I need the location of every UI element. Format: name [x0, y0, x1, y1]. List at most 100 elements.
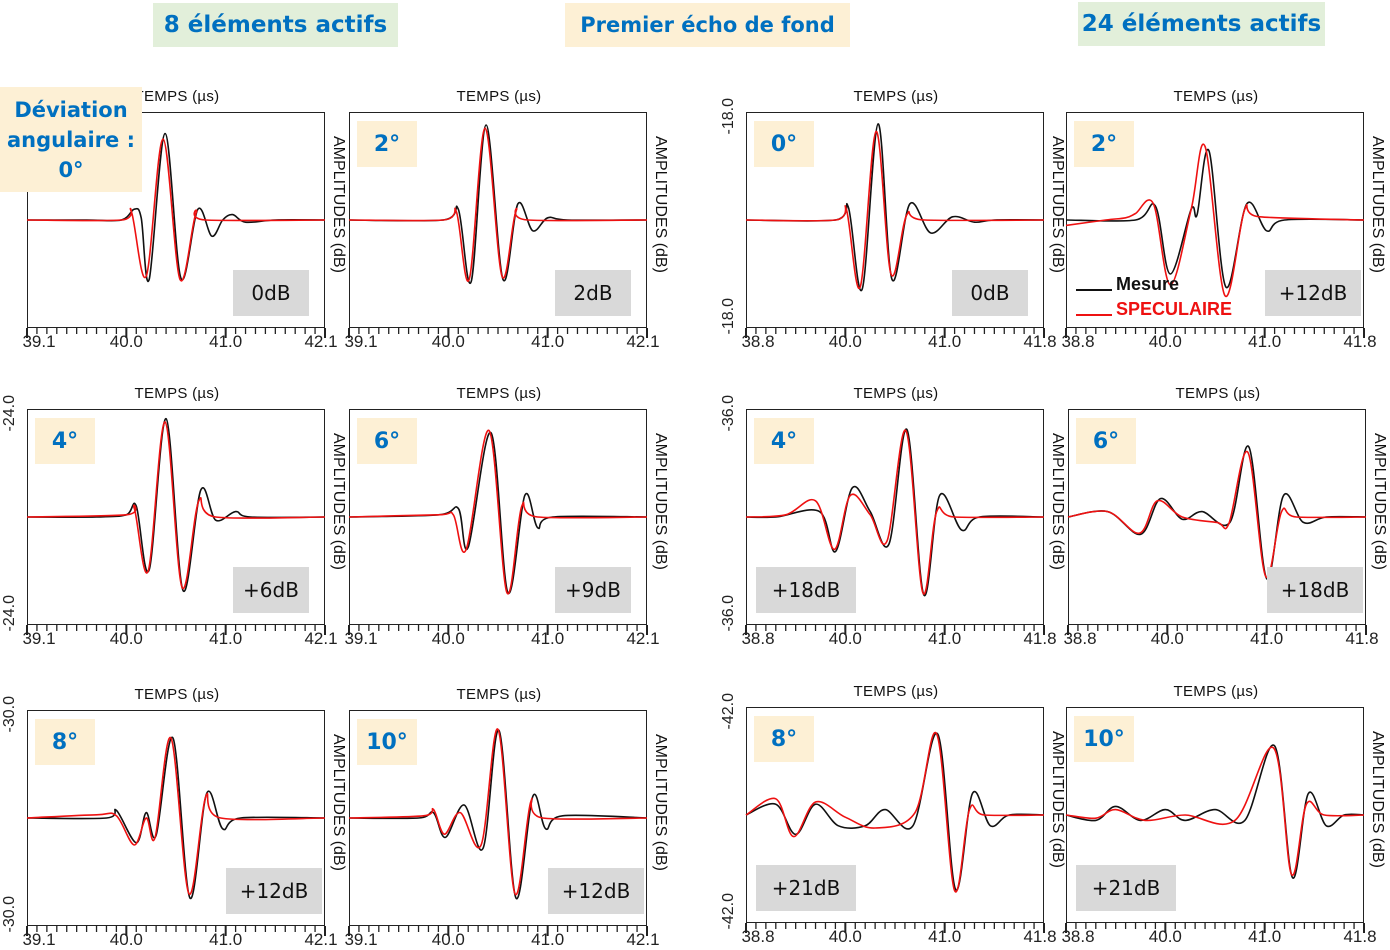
x-tick-label: 42.1 [304, 930, 338, 949]
x-tick-label: 42.1 [626, 930, 660, 949]
gain-label: 0dB [233, 270, 309, 316]
amplitude-axis-title: AMPLITUDES (dB) [1049, 433, 1066, 570]
x-tick-label: 42.1 [304, 332, 338, 351]
time-axis-title: TEMPS (µs) [1175, 385, 1261, 402]
x-tick-label: 41.0 [531, 930, 565, 949]
x-tick-label: 39.1 [22, 930, 56, 949]
series-speculaire-line [348, 127, 648, 282]
gain-label: +18dB [1267, 567, 1363, 613]
time-axis-title: TEMPS (µs) [134, 88, 220, 105]
waveform-plot: TEMPS (µs) AMPLITUDES (dB) 38.8 40.0 41.0 41.… [720, 88, 1066, 351]
waveform-plot: TEMPS (µs) AMPLITUDES (dB) 39.1 40.0 41.0 42.… [1, 686, 347, 949]
series-speculaire-line [1065, 143, 1365, 298]
x-tick-label: 40.0 [431, 930, 465, 949]
amplitude-axis-title: AMPLITUDES (dB) [330, 734, 347, 871]
x-tick-label: 41.0 [209, 332, 243, 351]
x-tick-label: 41.8 [1343, 332, 1377, 351]
time-axis-title: TEMPS (µs) [1173, 683, 1259, 700]
series-speculaire-line [745, 731, 1045, 893]
y-tick-label: -30.0 [1, 696, 18, 733]
header-first-echo: Premier écho de fond [565, 3, 850, 47]
header-8-elements: 8 éléments actifs [153, 3, 398, 47]
waveform-svg [26, 736, 326, 936]
time-axis-title: TEMPS (µs) [134, 686, 220, 703]
series-mesure-line [348, 729, 648, 900]
waveform-plot: TEMPS (µs) AMPLITUDES (dB) 38.8 40.0 41.0 41.… [720, 683, 1066, 946]
legend: Mesure SPECULAIRE [1076, 270, 1232, 320]
x-tick-label: 39.1 [344, 930, 378, 949]
amplitude-axis-title: AMPLITUDES (dB) [330, 136, 347, 273]
angle-label: 8° [754, 716, 814, 762]
x-tick-label: 40.0 [1150, 629, 1184, 648]
x-tick-label: 39.1 [344, 629, 378, 648]
gain-label: +6dB [233, 567, 309, 613]
gain-label: +12dB [226, 868, 322, 914]
x-tick-label: 40.0 [1148, 332, 1182, 351]
x-tick-label: 40.0 [109, 629, 143, 648]
amplitude-axis-title: AMPLITUDES (dB) [1369, 136, 1386, 273]
deviation-line2: angulaire : [7, 127, 135, 152]
gain-label: +12dB [548, 868, 644, 914]
waveform-plot: TEMPS (µs) AMPLITUDES (dB) 39.1 40.0 41.0 42.… [1, 385, 347, 648]
waveform-svg [745, 428, 1045, 635]
x-tick-label: 38.8 [1061, 332, 1095, 351]
amplitude-axis-title: AMPLITUDES (dB) [1049, 731, 1066, 868]
angle-label: 4° [35, 418, 95, 464]
waveform-svg [26, 417, 326, 635]
y-tick-label: -42.0 [720, 893, 737, 930]
angle-label: 2° [357, 121, 417, 167]
series-mesure-line [1065, 148, 1365, 289]
time-axis-title: TEMPS (µs) [134, 385, 220, 402]
waveform-svg [26, 132, 326, 338]
waveform-svg [1065, 143, 1365, 338]
series-mesure-line [26, 132, 326, 283]
series-speculaire-line [1065, 746, 1365, 876]
angle-label: 10° [1074, 716, 1134, 762]
waveform-svg [348, 728, 648, 936]
y-tick-label: -30.0 [1, 896, 18, 933]
time-axis-title: TEMPS (µs) [1173, 88, 1259, 105]
angle-label: 0° [754, 121, 814, 167]
x-tick-label: 40.0 [109, 332, 143, 351]
x-tick-label: 40.0 [828, 332, 862, 351]
gain-label: +18dB [756, 567, 856, 613]
x-tick-label: 41.8 [1023, 629, 1057, 648]
x-tick-label: 41.0 [1250, 629, 1284, 648]
deviation-line3: 0° [58, 157, 84, 182]
x-tick-label: 41.8 [1023, 332, 1057, 351]
amplitude-axis-title: AMPLITUDES (dB) [330, 433, 347, 570]
x-tick-label: 38.8 [741, 927, 775, 946]
time-axis-title: TEMPS (µs) [456, 686, 542, 703]
x-tick-label: 38.8 [1063, 629, 1097, 648]
legend-item-mesure: Mesure [1076, 270, 1232, 295]
x-tick-label: 41.0 [209, 930, 243, 949]
gain-label: +9dB [555, 567, 631, 613]
angle-label: 4° [754, 418, 814, 464]
time-axis-title: TEMPS (µs) [853, 385, 939, 402]
waveform-svg [348, 124, 648, 338]
amplitude-axis-title: AMPLITUDES (dB) [1049, 136, 1066, 273]
time-axis-title: TEMPS (µs) [853, 88, 939, 105]
x-tick-label: 40.0 [109, 930, 143, 949]
x-tick-label: 38.8 [1061, 927, 1095, 946]
gain-label: +21dB [1076, 865, 1176, 911]
amplitude-axis-title: AMPLITUDES (dB) [652, 433, 669, 570]
time-axis-title: TEMPS (µs) [456, 385, 542, 402]
amplitude-axis-title: AMPLITUDES (dB) [652, 136, 669, 273]
deviation-line1: Déviation [14, 97, 128, 122]
y-tick-label: -18.0 [720, 98, 737, 135]
amplitude-axis-title: AMPLITUDES (dB) [1371, 433, 1388, 570]
x-tick-label: 40.0 [1148, 927, 1182, 946]
series-speculaire-line [745, 429, 1045, 595]
legend-swatch-speculaire [1076, 314, 1112, 316]
x-tick-label: 38.8 [741, 332, 775, 351]
waveform-plot: TEMPS (µs) AMPLITUDES (dB) 39.1 40.0 41.0 42.… [344, 88, 669, 351]
x-tick-label: 41.0 [209, 629, 243, 648]
x-tick-label: 41.0 [928, 629, 962, 648]
series-speculaire-line [26, 138, 326, 282]
x-tick-label: 41.0 [928, 332, 962, 351]
x-tick-label: 41.0 [1248, 332, 1282, 351]
series-mesure-line [745, 123, 1045, 292]
series-speculaire-line [26, 737, 326, 895]
x-tick-label: 40.0 [828, 927, 862, 946]
